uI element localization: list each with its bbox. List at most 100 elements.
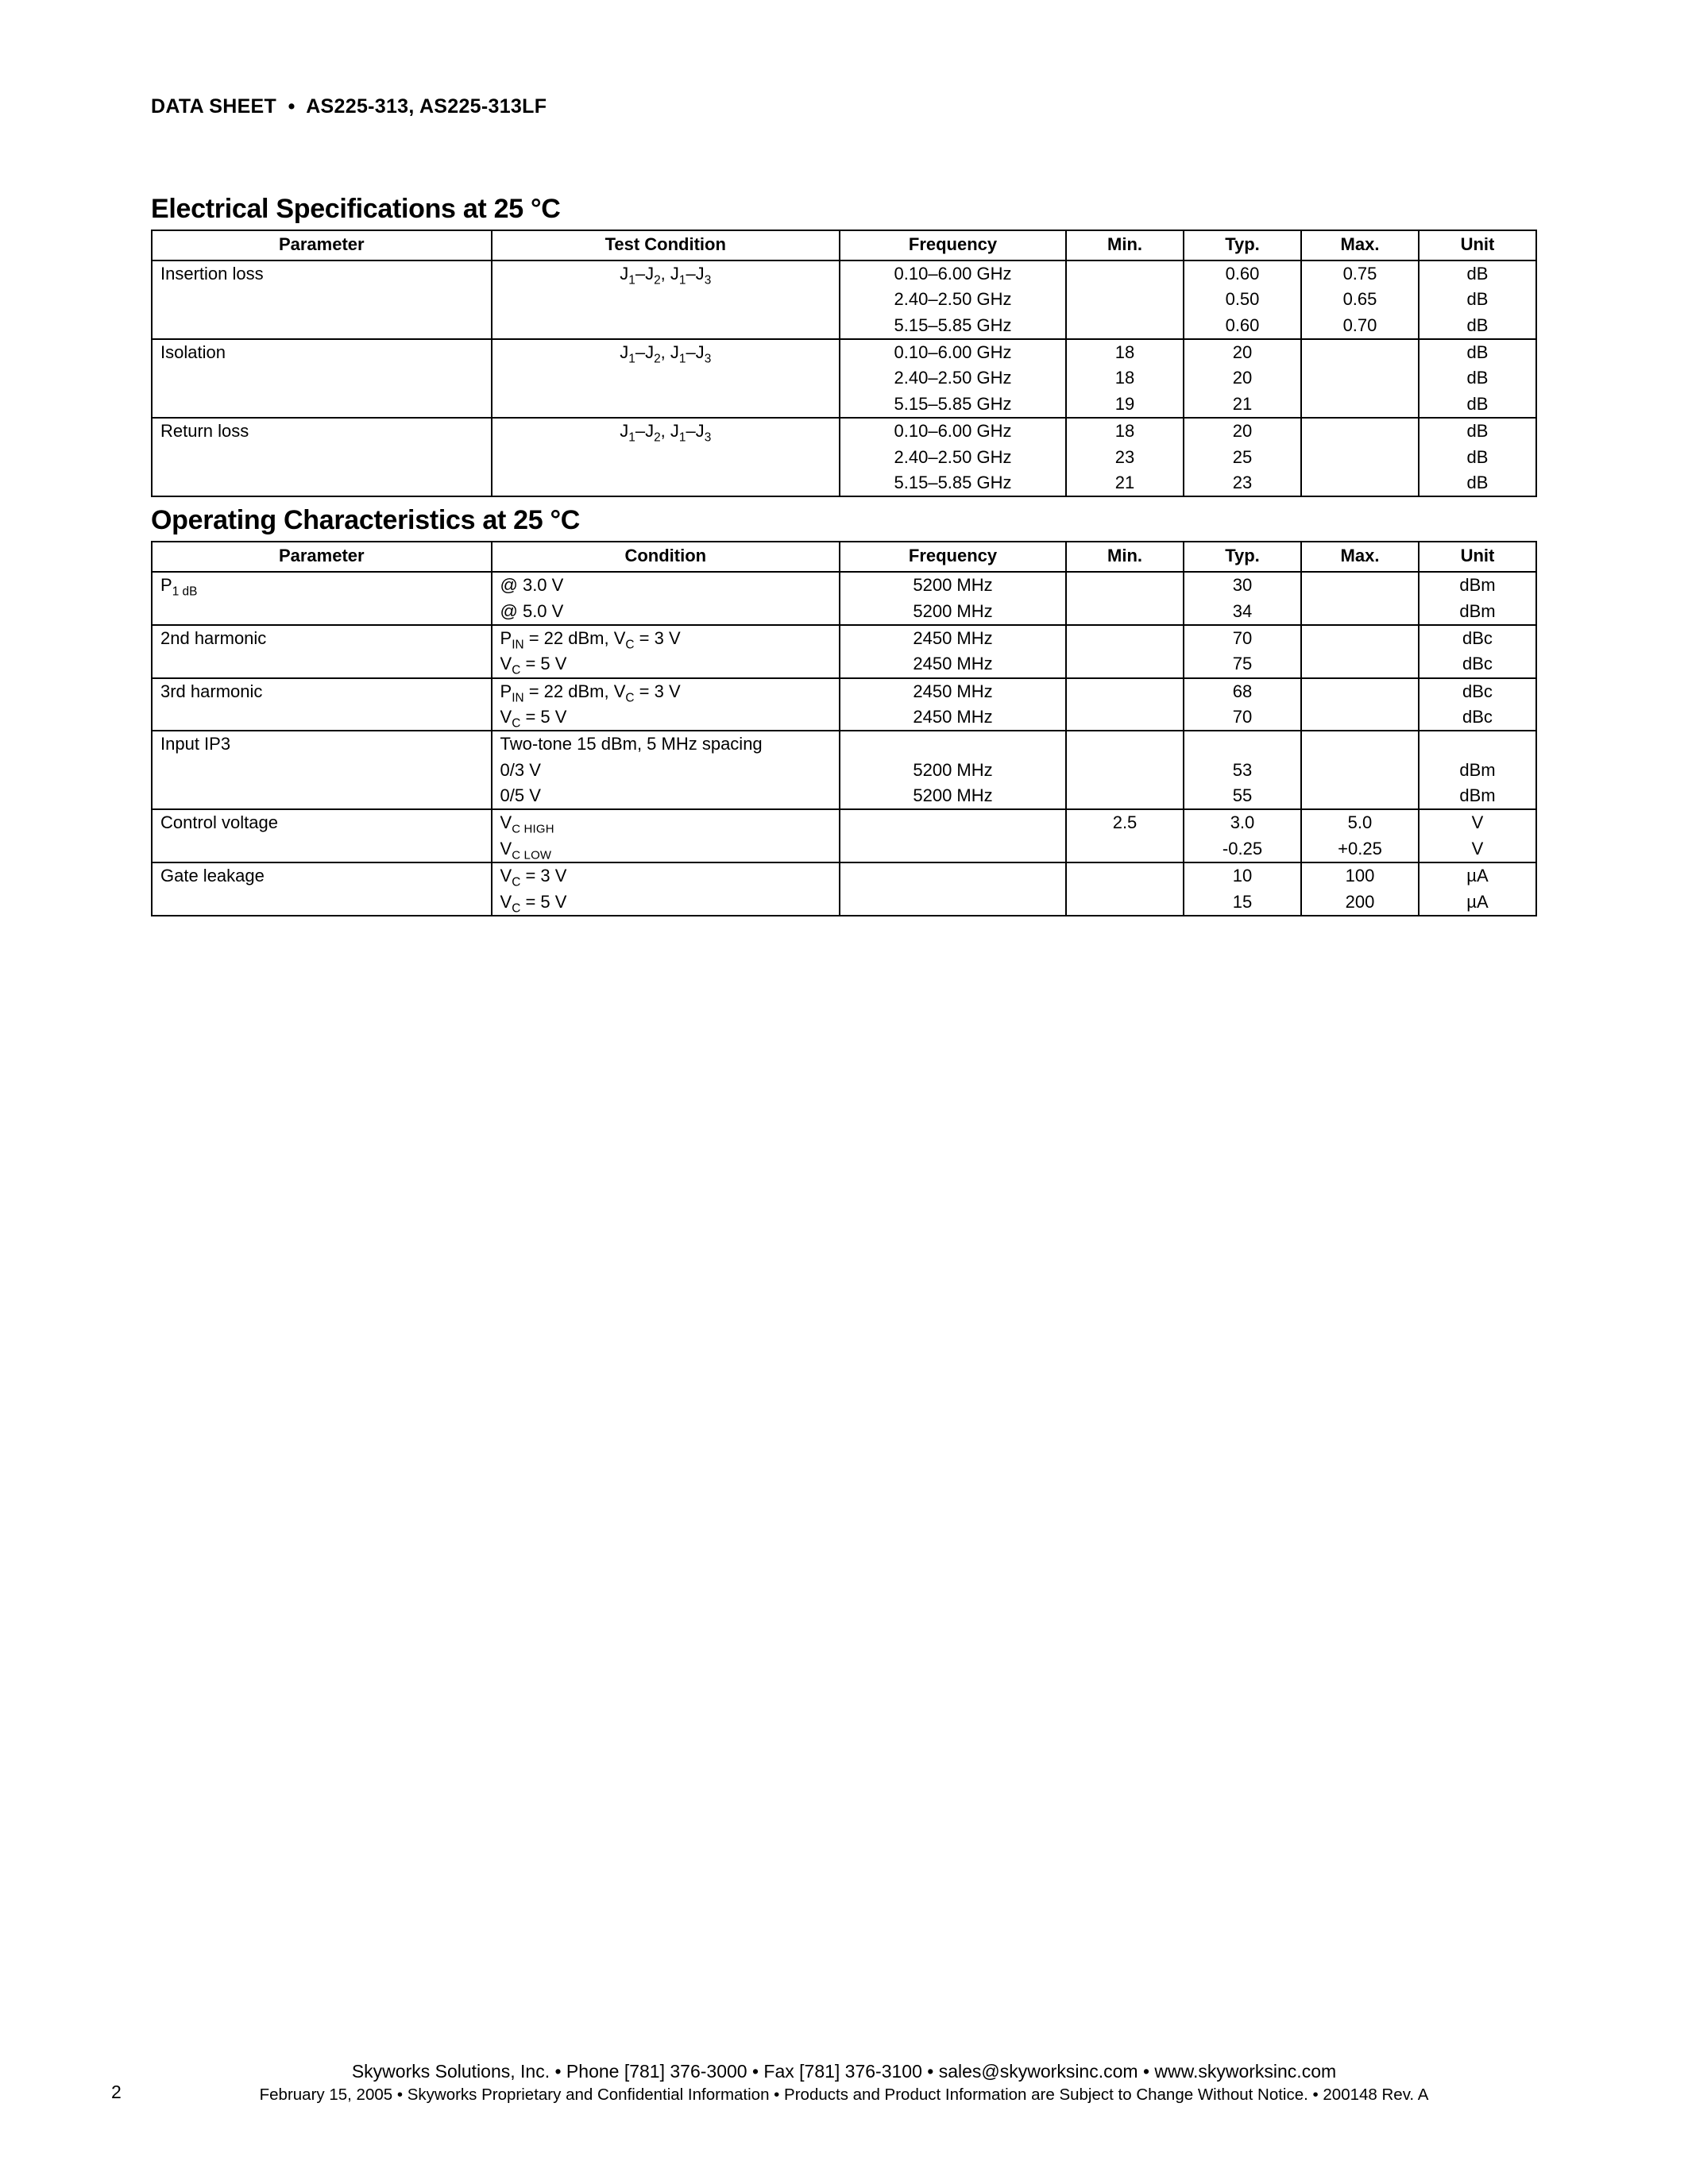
cell-unit: dBm	[1419, 572, 1536, 598]
cell-min	[1066, 651, 1184, 677]
cell-param: Insertion loss	[152, 260, 492, 287]
cell-typ: 70	[1184, 704, 1301, 731]
cell-freq	[840, 731, 1066, 757]
cell-max	[1301, 758, 1419, 783]
cell-typ: 0.60	[1184, 260, 1301, 287]
cell-unit: V	[1419, 809, 1536, 835]
cell-typ: 21	[1184, 392, 1301, 418]
cell-unit: dB	[1419, 445, 1536, 470]
cell-unit: dB	[1419, 418, 1536, 444]
cell-min	[1066, 836, 1184, 862]
cell-min: 18	[1066, 339, 1184, 365]
cell-unit: dBm	[1419, 783, 1536, 809]
cell-max	[1301, 339, 1419, 365]
cell-min: 19	[1066, 392, 1184, 418]
table-row: 5.15–5.85 GHz 19 21 dB	[152, 392, 1536, 418]
cell-cond: PIN = 22 dBm, VC = 3 V	[492, 625, 840, 651]
cell-typ: 75	[1184, 651, 1301, 677]
cell-unit: µA	[1419, 862, 1536, 889]
cell-cond: 0/5 V	[492, 783, 840, 809]
col-test-condition: Test Condition	[492, 230, 840, 260]
col-unit: Unit	[1419, 230, 1536, 260]
table-row: VC = 5 V 2450 MHz 70 dBc	[152, 704, 1536, 731]
cell-cond: VC = 3 V	[492, 862, 840, 889]
cell-max	[1301, 651, 1419, 677]
cell-max	[1301, 418, 1419, 444]
cell-cond: VC = 5 V	[492, 704, 840, 731]
cell-freq: 2450 MHz	[840, 625, 1066, 651]
cell-max	[1301, 392, 1419, 418]
cell-typ: 10	[1184, 862, 1301, 889]
cell-freq: 2.40–2.50 GHz	[840, 365, 1066, 391]
cell-freq	[840, 809, 1066, 835]
cell-freq: 5200 MHz	[840, 783, 1066, 809]
cell-cond: J1–J2, J1–J3	[492, 418, 840, 444]
cell-param: P1 dB	[152, 572, 492, 598]
cell-unit: dB	[1419, 313, 1536, 339]
cell-param: Return loss	[152, 418, 492, 444]
table-row: 2.40–2.50 GHz 18 20 dB	[152, 365, 1536, 391]
cell-min	[1066, 731, 1184, 757]
cell-unit: V	[1419, 836, 1536, 862]
cell-freq	[840, 889, 1066, 916]
cell-max	[1301, 783, 1419, 809]
cell-freq	[840, 836, 1066, 862]
cell-unit: dBc	[1419, 678, 1536, 704]
col-condition: Condition	[492, 542, 840, 572]
cell-cond: Two-tone 15 dBm, 5 MHz spacing	[492, 731, 840, 757]
cell-max	[1301, 625, 1419, 651]
col-min: Min.	[1066, 230, 1184, 260]
cell-min: 18	[1066, 365, 1184, 391]
cell-param: Input IP3	[152, 731, 492, 757]
oper-header-row: Parameter Condition Frequency Min. Typ. …	[152, 542, 1536, 572]
elec-spec-table: Parameter Test Condition Frequency Min. …	[151, 230, 1537, 497]
cell-min: 21	[1066, 470, 1184, 496]
table-row: 0/5 V 5200 MHz 55 dBm	[152, 783, 1536, 809]
cell-cond: VC HIGH	[492, 809, 840, 835]
page-footer: Skyworks Solutions, Inc. • Phone [781] 3…	[0, 2061, 1688, 2105]
cell-max	[1301, 445, 1419, 470]
table-row: 2.40–2.50 GHz 0.50 0.65 dB	[152, 287, 1536, 312]
cell-param: Gate leakage	[152, 862, 492, 889]
cell-min: 2.5	[1066, 809, 1184, 835]
cell-unit	[1419, 731, 1536, 757]
cell-freq: 2450 MHz	[840, 678, 1066, 704]
cell-typ: 20	[1184, 339, 1301, 365]
cell-freq: 0.10–6.00 GHz	[840, 260, 1066, 287]
cell-max: 100	[1301, 862, 1419, 889]
cell-freq: 5.15–5.85 GHz	[840, 392, 1066, 418]
cell-cond: J1–J2, J1–J3	[492, 260, 840, 287]
cell-max	[1301, 470, 1419, 496]
cell-freq: 2.40–2.50 GHz	[840, 445, 1066, 470]
table-row: VC LOW -0.25 +0.25 V	[152, 836, 1536, 862]
cell-freq: 5200 MHz	[840, 758, 1066, 783]
cell-typ: 53	[1184, 758, 1301, 783]
cell-min	[1066, 625, 1184, 651]
cell-min	[1066, 572, 1184, 598]
cell-min: 23	[1066, 445, 1184, 470]
header-prefix: DATA SHEET	[151, 95, 276, 118]
cell-unit: dB	[1419, 339, 1536, 365]
cell-typ: 0.60	[1184, 313, 1301, 339]
cell-unit: dBm	[1419, 599, 1536, 625]
table-row: 2nd harmonic PIN = 22 dBm, VC = 3 V 2450…	[152, 625, 1536, 651]
table-row: Insertion loss J1–J2, J1–J3 0.10–6.00 GH…	[152, 260, 1536, 287]
cell-typ: 20	[1184, 365, 1301, 391]
datasheet-page: DATA SHEET • AS225-313, AS225-313LF Elec…	[0, 0, 1688, 2184]
cell-cond: PIN = 22 dBm, VC = 3 V	[492, 678, 840, 704]
cell-cond: VC = 5 V	[492, 651, 840, 677]
cell-max	[1301, 365, 1419, 391]
cell-cond: 0/3 V	[492, 758, 840, 783]
footer-contact: Skyworks Solutions, Inc. • Phone [781] 3…	[151, 2061, 1537, 2082]
table-row: 0/3 V 5200 MHz 53 dBm	[152, 758, 1536, 783]
table-row: 5.15–5.85 GHz 0.60 0.70 dB	[152, 313, 1536, 339]
cell-min	[1066, 260, 1184, 287]
cell-freq: 5200 MHz	[840, 599, 1066, 625]
cell-unit: dB	[1419, 287, 1536, 312]
table-row: Return loss J1–J2, J1–J3 0.10–6.00 GHz 1…	[152, 418, 1536, 444]
cell-freq: 0.10–6.00 GHz	[840, 418, 1066, 444]
cell-min	[1066, 678, 1184, 704]
elec-header-row: Parameter Test Condition Frequency Min. …	[152, 230, 1536, 260]
cell-freq: 5.15–5.85 GHz	[840, 313, 1066, 339]
cell-max: 5.0	[1301, 809, 1419, 835]
